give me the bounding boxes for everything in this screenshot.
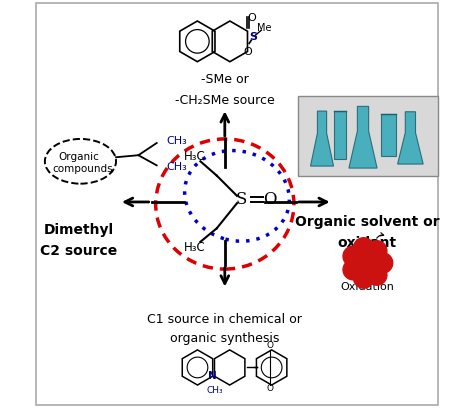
Text: H₃C: H₃C <box>183 241 205 254</box>
Text: O: O <box>266 341 273 350</box>
Text: Organic solvent or: Organic solvent or <box>295 215 439 229</box>
Text: O: O <box>266 384 273 393</box>
Text: CH₃: CH₃ <box>206 386 223 395</box>
Polygon shape <box>398 112 423 164</box>
Circle shape <box>366 265 387 285</box>
Circle shape <box>349 245 385 281</box>
Text: N: N <box>208 371 217 381</box>
Text: CH₃: CH₃ <box>167 136 188 146</box>
Text: O: O <box>263 191 276 208</box>
Circle shape <box>373 253 393 273</box>
Circle shape <box>343 259 364 280</box>
Text: Dimethyl: Dimethyl <box>43 224 113 237</box>
Bar <box>381 114 396 156</box>
Text: organic synthesis: organic synthesis <box>170 333 280 346</box>
Bar <box>334 111 346 160</box>
Text: oxidant: oxidant <box>337 236 397 250</box>
Text: S: S <box>236 191 247 208</box>
Text: C1 source in chemical or: C1 source in chemical or <box>147 313 302 326</box>
Text: O: O <box>243 47 252 57</box>
Circle shape <box>343 246 364 266</box>
Polygon shape <box>310 111 334 166</box>
Circle shape <box>366 241 387 261</box>
Text: -CH₂SMe source: -CH₂SMe source <box>175 94 274 107</box>
Text: C2 source: C2 source <box>40 244 117 258</box>
Text: H₃C: H₃C <box>183 149 205 162</box>
Text: -SMe or: -SMe or <box>201 73 249 86</box>
Circle shape <box>354 268 374 288</box>
Text: Organic: Organic <box>58 152 99 162</box>
Circle shape <box>354 238 374 258</box>
Text: Oxidation: Oxidation <box>340 282 394 293</box>
Text: Me: Me <box>257 23 272 33</box>
Text: CH₃: CH₃ <box>167 162 188 173</box>
FancyBboxPatch shape <box>298 96 438 175</box>
Text: compounds: compounds <box>52 164 113 175</box>
Polygon shape <box>349 106 377 168</box>
Text: O: O <box>247 13 256 23</box>
Text: S: S <box>249 32 257 42</box>
